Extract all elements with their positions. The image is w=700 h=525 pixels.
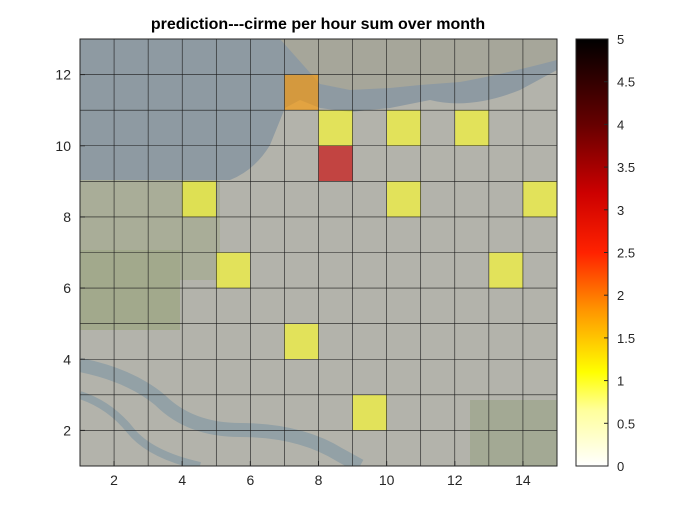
colorbar <box>575 38 609 467</box>
heatmap-cell <box>522 181 557 217</box>
x-tick-label: 8 <box>315 472 323 488</box>
river-branch <box>80 391 201 466</box>
colorbar-tick-label: 0 <box>617 459 624 474</box>
x-tick-label: 12 <box>447 472 463 488</box>
heatmap-cell <box>318 110 353 146</box>
y-axis: 2 4 6 8 10 12 <box>55 67 85 438</box>
x-tick-label: 4 <box>178 472 186 488</box>
y-tick-label: 12 <box>55 67 71 83</box>
colorbar-tick-label: 2 <box>617 288 624 303</box>
x-tick-label: 10 <box>379 472 395 488</box>
y-tick-label: 4 <box>63 351 71 367</box>
colorbar-tick-label: 2.5 <box>617 246 635 261</box>
colorbar-tick-label: 3 <box>617 203 624 218</box>
land-area <box>280 39 557 90</box>
colorbar-ticks: 0 0.5 1 1.5 2 2.5 3 3.5 4 4.5 5 <box>604 32 635 474</box>
river <box>80 358 364 466</box>
heatmap-cell <box>488 252 523 289</box>
chart-title: prediction---cirme per hour sum over mon… <box>151 16 485 33</box>
heatmap-cells <box>182 74 557 431</box>
colorbar-tick-label: 4.5 <box>617 75 635 90</box>
x-tick-label: 2 <box>110 472 118 488</box>
colorbar-tick-label: 3.5 <box>617 160 635 175</box>
heatmap-cell <box>284 74 319 111</box>
y-tick-label: 2 <box>63 422 71 438</box>
colorbar-tick-label: 0.5 <box>617 416 635 431</box>
land-patch <box>470 400 557 466</box>
heatmap-cell <box>318 145 353 182</box>
heatmap-cell <box>386 181 421 217</box>
heatmap-cell <box>182 181 217 217</box>
colorbar-tick-label: 5 <box>617 32 624 47</box>
heatmap-cell <box>352 394 387 431</box>
x-tick-label: 14 <box>515 472 531 488</box>
colorbar-tick-label: 4 <box>617 117 624 132</box>
y-tick-label: 6 <box>63 280 71 296</box>
heatmap-cell <box>454 110 489 146</box>
land-patch <box>80 250 180 330</box>
x-axis: 2 4 6 8 10 12 14 <box>110 461 531 488</box>
x-tick-label: 6 <box>246 472 254 488</box>
heatmap-cell <box>386 110 421 146</box>
colorbar-tick-label: 1.5 <box>617 331 635 346</box>
y-tick-label: 8 <box>63 209 71 225</box>
colorbar-tick-label: 1 <box>617 374 624 389</box>
heatmap-cell <box>216 252 251 289</box>
y-tick-label: 10 <box>55 138 71 154</box>
heatmap-cell <box>284 323 319 360</box>
